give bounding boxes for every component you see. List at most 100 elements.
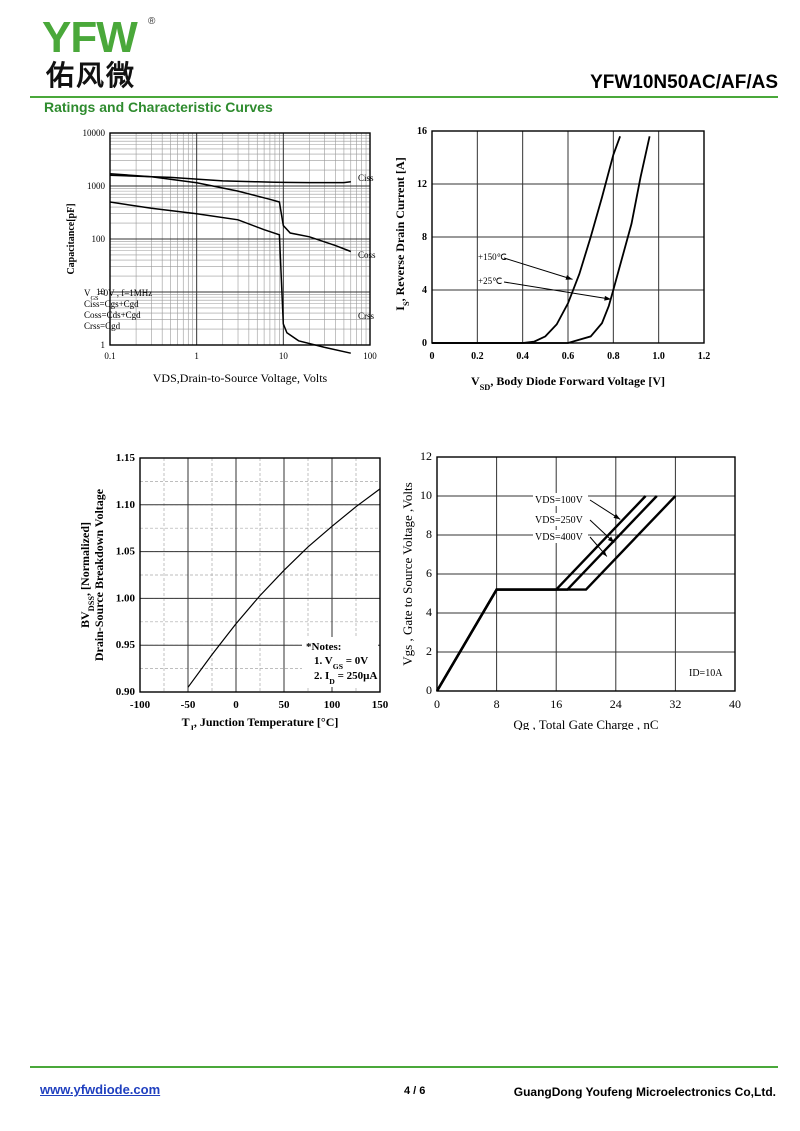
x-axis-label: TJ, Junction Temperature [°C] (182, 715, 339, 730)
series-arrow-head (565, 275, 573, 280)
x-tick-label: 100 (324, 699, 341, 711)
series-label-bg (533, 513, 588, 526)
x-tick-label: 50 (279, 699, 291, 711)
y-tick-label: 1.00 (116, 592, 136, 604)
series-line-vds-400v (435, 495, 677, 692)
y-tick-label: 8 (422, 232, 427, 243)
note-line: VGS=0V , f=1MHz (84, 288, 152, 302)
note-line: Ciss=Cgs+Cgd (84, 299, 139, 309)
y-tick-label: 4 (426, 605, 432, 619)
x-tick-label: 8 (494, 697, 500, 711)
notes-title: *Notes: (306, 641, 341, 653)
series-arrow-head (604, 295, 612, 301)
y-axis-label: Capacitance[pF] (66, 203, 77, 274)
y-tick-label: 0 (422, 338, 427, 349)
annotation-bg (682, 665, 732, 679)
y-tick-label: 16 (417, 126, 427, 137)
x-tick-label: 0.6 (562, 351, 575, 362)
series-label-bg (533, 493, 588, 506)
capacitance-chart: 0.1 1 10 100 1 10 100 1000 10000 VDS,Drain-to-Sou… (62, 118, 392, 393)
note-line: Crss=Cgd (84, 321, 121, 331)
series-line-0 (187, 488, 381, 688)
y-tick-label: 1.10 (116, 499, 136, 511)
y-tick-label: 2 (426, 644, 432, 658)
annotation-id: ID=10A (689, 668, 723, 679)
plot-frame (139, 457, 381, 693)
x-tick-label: 100 (363, 351, 377, 361)
y-tick-label: 1.15 (116, 452, 136, 464)
plot-frame (436, 456, 736, 692)
y-tick-label: 1000 (87, 181, 106, 191)
x-tick-label: 40 (729, 697, 741, 711)
registered-mark: ® (148, 16, 156, 27)
series-arrow-head (600, 549, 607, 557)
x-tick-label: -50 (181, 699, 196, 711)
y-tick-label: 10 (420, 488, 432, 502)
x-tick-label: 1.0 (652, 351, 665, 362)
y-tick-label: 4 (422, 285, 427, 296)
series-line--25- (432, 136, 651, 344)
logo-chinese-text: 佑风微 (46, 59, 137, 92)
note-line: 2. ID = 250µA (314, 670, 377, 686)
series-label: Coss (358, 250, 376, 260)
series-arrow-head (613, 513, 621, 520)
series-arrow (503, 257, 573, 280)
x-tick-label: 1 (194, 351, 199, 361)
series-label: +25℃ (478, 276, 502, 286)
x-tick-label: 0.4 (516, 351, 529, 362)
series-label: VDS=400V (535, 532, 584, 543)
series-line-coss (109, 173, 352, 253)
y-tick-label: 1 (101, 340, 106, 350)
page-number: 4 / 6 (404, 1085, 426, 1097)
y-tick-label: 12 (417, 179, 427, 190)
x-tick-label: -100 (130, 699, 151, 711)
series-label: Crss (358, 311, 375, 321)
company-logo: YFW ® 佑风微 (42, 16, 162, 96)
part-number: YFW10N50AC/AF/AS (590, 72, 778, 93)
x-tick-label: 32 (669, 697, 681, 711)
series-line--150- (432, 135, 621, 344)
x-tick-label: 24 (610, 697, 622, 711)
x-axis-label: Qg , Total Gate Charge , nC (513, 717, 658, 730)
x-axis-label: VSD, Body Diode Forward Voltage [V] (471, 374, 665, 392)
x-tick-label: 0.8 (607, 351, 620, 362)
y-tick-label: 0.90 (116, 686, 136, 698)
company-name: GuangDong Youfeng Microelectronics Co,Lt… (513, 1085, 776, 1099)
y-axis-label: Vgs , Gate to Source Voltage ,Volts (400, 482, 415, 665)
breakdown-voltage-chart-svg: -100 -50 0 50 100 150 0.90 0.95 1.00 1.05 1.10 1.15… (78, 452, 389, 730)
series-line-crss (109, 201, 351, 354)
series-arrow-head (607, 536, 615, 543)
note-line: 1. VGS = 0V (314, 655, 368, 671)
x-tick-label: 16 (550, 697, 562, 711)
x-tick-label: 10 (279, 351, 289, 361)
series-label: +150℃ (478, 252, 507, 262)
y-tick-label: 10000 (83, 128, 106, 138)
x-tick-label: 0 (434, 697, 440, 711)
series-label: VDS=250V (535, 515, 584, 526)
series-label: Ciss (358, 173, 374, 183)
y-tick-label: 8 (426, 527, 432, 541)
header-divider (30, 96, 778, 98)
x-tick-label: 0 (233, 699, 239, 711)
series-line-ciss (109, 174, 351, 184)
y-tick-label: 0.95 (116, 639, 136, 651)
x-tick-label: 1.2 (698, 351, 711, 362)
y-axis-label: IS, Reverse Drain Current [A] (393, 157, 411, 310)
series-label-bg (533, 530, 588, 543)
x-axis-label: VDS,Drain-to-Source Voltage, Volts (153, 371, 328, 385)
y-tick-label: 1.05 (116, 546, 136, 558)
y-tick-label: 10 (96, 287, 106, 297)
y-axis-label: BVDSS, [Normalized] (78, 522, 96, 628)
y-axis-label-line2: Drain-Source Breakdown Voltage (92, 488, 106, 661)
plot-frame (109, 132, 371, 346)
x-tick-label: 0.2 (471, 351, 484, 362)
website-link[interactable]: www.yfwdiode.com (40, 1082, 161, 1097)
y-tick-label: 6 (426, 566, 432, 580)
capacitance-chart-svg: 0.1 1 10 100110100100010000VDS,Drain-to-Sou… (66, 128, 377, 385)
x-tick-label: 150 (372, 699, 389, 711)
breakdown-voltage-chart: -100 -50 0 50 100 150 0.90 0.95 1.00 1.05 1.10 1.15… (62, 440, 392, 730)
y-tick-label: 100 (92, 234, 106, 244)
y-tick-label: 12 (420, 449, 432, 463)
x-tick-label: 0.1 (104, 351, 115, 361)
